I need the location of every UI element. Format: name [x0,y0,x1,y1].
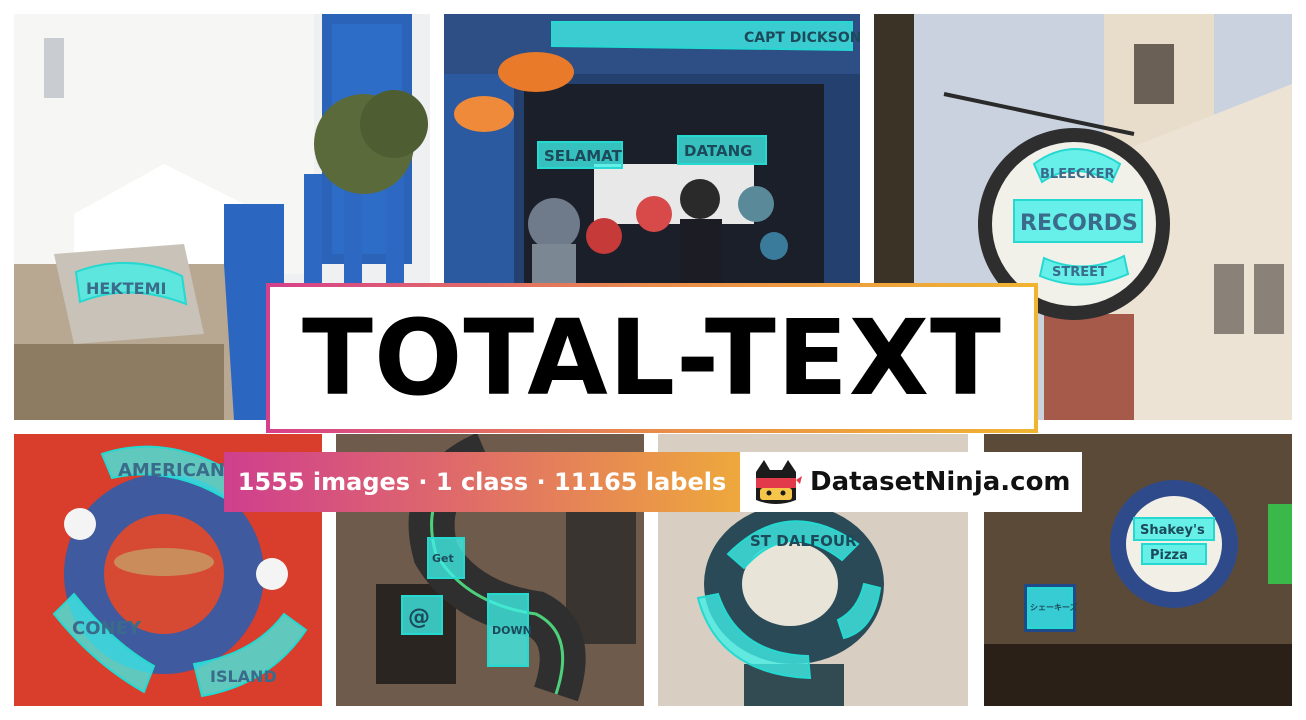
label-records: RECORDS [1020,211,1138,236]
label-shakeys: Shakey's [1140,523,1205,538]
label-st-dalfour: ST DALFOUR [750,532,857,550]
stats-text: 1555 images · 1 class · 11165 labels [237,468,727,496]
label-island: ISLAND [210,667,277,686]
label-pizza: Pizza [1150,548,1188,563]
stats-bar: 1555 images · 1 class · 11165 labels [224,452,740,512]
label-get: Get [432,552,454,565]
dataset-title: TOTAL-TEXT [302,297,1002,419]
label-down: DOWN [492,624,532,637]
label-datang: DATANG [684,142,752,160]
label-hektemi: HEKTEMI [86,279,166,298]
label-at-sign: @ [408,605,430,630]
brand-link[interactable]: DatasetNinja.com [810,467,1071,497]
label-american: AMERICAN [118,460,225,481]
title-box: TOTAL-TEXT [266,283,1038,433]
label-bleecker: BLEECKER [1040,167,1114,182]
label-street: STREET [1052,265,1107,280]
label-coney: CONEY [72,618,142,639]
brand-box[interactable]: DatasetNinja.com [740,452,1082,512]
label-selamat: SELAMAT [544,147,623,165]
label-shakeys-jp: シェーキーズ [1030,602,1078,612]
label-capt-dickson: CAPT DICKSON [744,30,860,46]
sample-image-records-sign: BLEECKER RECORDS STREET [874,14,1292,420]
sample-image-restaurant: CAPT DICKSON SELAMAT DATANG [444,14,860,284]
ninja-cat-icon [756,460,802,504]
